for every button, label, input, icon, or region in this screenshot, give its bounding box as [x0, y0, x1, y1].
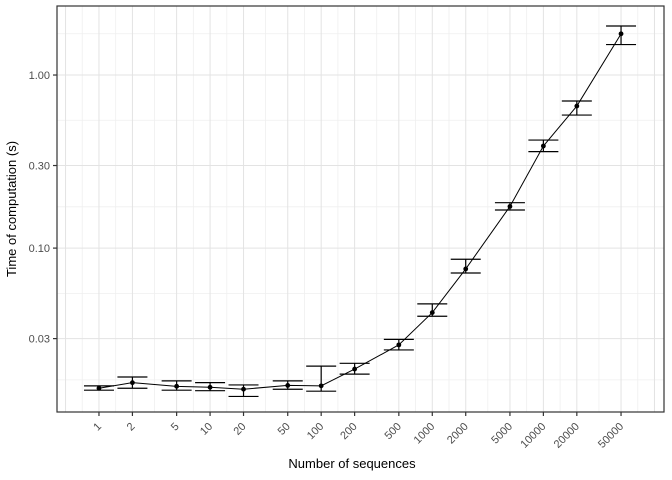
x-tick-label: 100	[305, 421, 326, 442]
data-point	[96, 385, 102, 391]
y-axis-title: Time of computation (s)	[4, 141, 19, 277]
x-tick-label: 200	[338, 421, 359, 442]
y-tick-label: 0.10	[29, 243, 50, 255]
x-tick-label: 50000	[596, 421, 626, 451]
x-tick-label: 2	[125, 421, 138, 434]
x-tick-label: 5000	[489, 421, 515, 447]
data-point	[540, 143, 546, 149]
data-point	[574, 103, 580, 109]
panel-border-rect	[56, 5, 665, 413]
grid-major-lines	[57, 6, 664, 412]
data-point	[618, 31, 624, 37]
x-tick-label: 500	[382, 421, 403, 442]
x-tick-label: 2000	[445, 421, 471, 447]
y-tick-label: 0.30	[29, 161, 50, 173]
x-tick-label: 1000	[412, 421, 438, 447]
data-point	[463, 266, 469, 272]
panel-background	[57, 6, 664, 412]
data-point	[507, 204, 513, 209]
data-point	[429, 310, 435, 316]
x-tick-label: 10	[198, 421, 215, 438]
data-point	[207, 384, 213, 390]
y-tick-label: 0.03	[29, 334, 50, 346]
panel-rect	[57, 6, 664, 412]
x-tick-label: 10000	[518, 421, 548, 451]
data-point	[130, 380, 135, 386]
x-tick-label: 1	[91, 421, 104, 434]
y-tick-label: 1.00	[29, 70, 50, 82]
grid-minor-lines	[57, 6, 664, 412]
data-point	[396, 342, 402, 348]
panel-border	[56, 5, 665, 413]
data-point	[241, 386, 246, 392]
data-point	[352, 366, 358, 372]
x-axis-title: Number of sequences	[288, 456, 416, 471]
data-point	[285, 382, 291, 388]
data-point	[318, 383, 324, 389]
x-tick-label: 50	[276, 421, 293, 438]
data-point	[174, 383, 180, 389]
x-tick-label: 20000	[552, 421, 582, 451]
x-tick-label: 5	[169, 421, 182, 434]
axis-tick-marks	[53, 74, 622, 416]
data-points	[96, 31, 624, 392]
x-tick-label: 20	[231, 421, 248, 438]
